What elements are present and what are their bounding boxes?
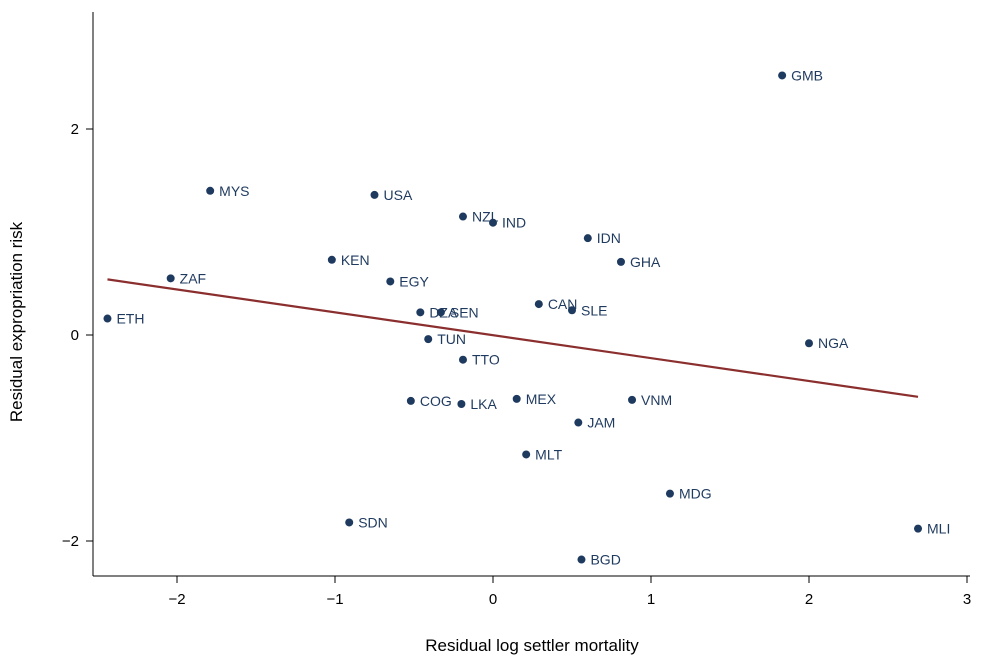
point-label: TTO [472,352,500,368]
data-point [458,355,467,364]
data-point [206,186,215,195]
x-tick-label: −2 [168,591,185,608]
data-point [345,518,354,527]
point-label: ZAF [180,270,206,286]
y-tick-label: 2 [71,121,79,138]
point-label: MYS [219,183,249,199]
data-point [457,400,466,409]
axes: −2 −1 0 1 2 3 −2 0 2 [62,12,971,608]
point-label: MDG [679,486,712,502]
data-point [406,396,415,405]
point-label: NGA [818,335,849,351]
data-point [914,524,923,533]
data-point [370,190,379,199]
y-tick-label: −2 [62,533,79,550]
point-label: GMB [791,67,823,83]
data-point [522,450,531,459]
x-tick-label: 2 [805,591,813,608]
data-point [778,71,787,80]
point-label: COG [420,393,452,409]
data-point [416,308,425,317]
data-point [534,300,543,309]
data-point [616,257,625,266]
x-axis-title: Residual log settler mortality [425,636,639,655]
point-label: IND [502,215,526,231]
point-label: VNM [641,392,672,408]
data-point [665,489,674,498]
data-point [489,218,497,227]
data-point [577,555,586,564]
point-label: MLI [927,521,950,537]
x-tick-label: 0 [489,591,497,608]
y-axis-title: Residual expropriation risk [7,221,26,422]
point-label: TUN [437,331,466,347]
point-label: EGY [399,273,429,289]
data-point [424,335,433,344]
data-point [574,418,583,427]
data-point [805,339,813,348]
x-tick-label: −1 [326,591,343,608]
fit-line [107,278,919,398]
data-point [103,314,112,323]
points-group: GMBMYSUSANZLINDIDNKENGHAZAFEGYCANSLEDZAS… [103,67,950,568]
data-point [386,277,395,286]
data-point [327,255,336,264]
data-point [568,306,576,315]
point-label: SDN [358,514,388,530]
data-point [458,212,467,221]
y-tick-label: 0 [71,327,79,344]
fit-line-group [107,278,919,398]
data-point [583,234,592,243]
point-label: USA [384,187,413,203]
data-point [166,274,175,283]
x-tick-label: 3 [963,591,971,608]
data-point [628,395,637,404]
point-label: BGD [590,552,620,568]
point-label: JAM [587,415,615,431]
point-label: SLE [581,302,607,318]
point-label: IDN [597,230,621,246]
point-label: KEN [341,252,370,268]
point-label: ETH [116,311,144,327]
point-label: LKA [470,396,497,412]
data-point [436,308,445,317]
point-label: MLT [535,446,562,462]
data-point [512,394,521,403]
x-tick-label: 1 [647,591,655,608]
point-label: MEX [526,391,557,407]
point-label: GHA [630,254,661,270]
point-label: SEN [450,304,479,320]
